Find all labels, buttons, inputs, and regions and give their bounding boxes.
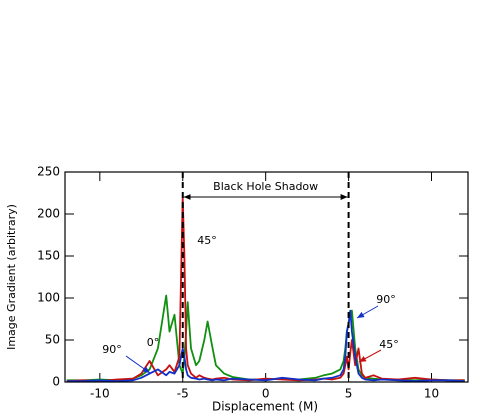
y-axis-label: Image Gradient (arbitrary) [5, 204, 18, 350]
x-tick-label: 0 [262, 387, 270, 401]
y-tick-label: 250 [37, 165, 60, 179]
annotation-arrow [125, 355, 151, 374]
y-tick-label: 50 [45, 333, 60, 347]
data-line [66, 294, 465, 382]
annotation: 90° [376, 293, 396, 306]
y-tick-label: 150 [37, 249, 60, 263]
annotation-arrow [356, 305, 379, 319]
y-tick-label: 0 [52, 375, 60, 389]
annotation: 45° [379, 338, 399, 351]
x-axis-label: Displacement (M) [212, 400, 318, 414]
data-line [66, 309, 465, 383]
y-tick-label: 200 [37, 207, 60, 221]
x-tick-label: -10 [90, 387, 110, 401]
x-tick-label: -5 [177, 387, 189, 401]
plot-frame [64, 171, 469, 383]
shadow-label: Black Hole Shadow [213, 180, 318, 193]
x-tick-label: 5 [345, 387, 353, 401]
annotation: 45° [197, 234, 217, 247]
annotation: 0° [147, 336, 160, 349]
annotation-arrow [358, 349, 382, 363]
y-tick-label: 100 [37, 291, 60, 305]
x-tick-label: 10 [424, 387, 439, 401]
data-line [66, 196, 465, 383]
annotation: 90° [102, 343, 122, 356]
